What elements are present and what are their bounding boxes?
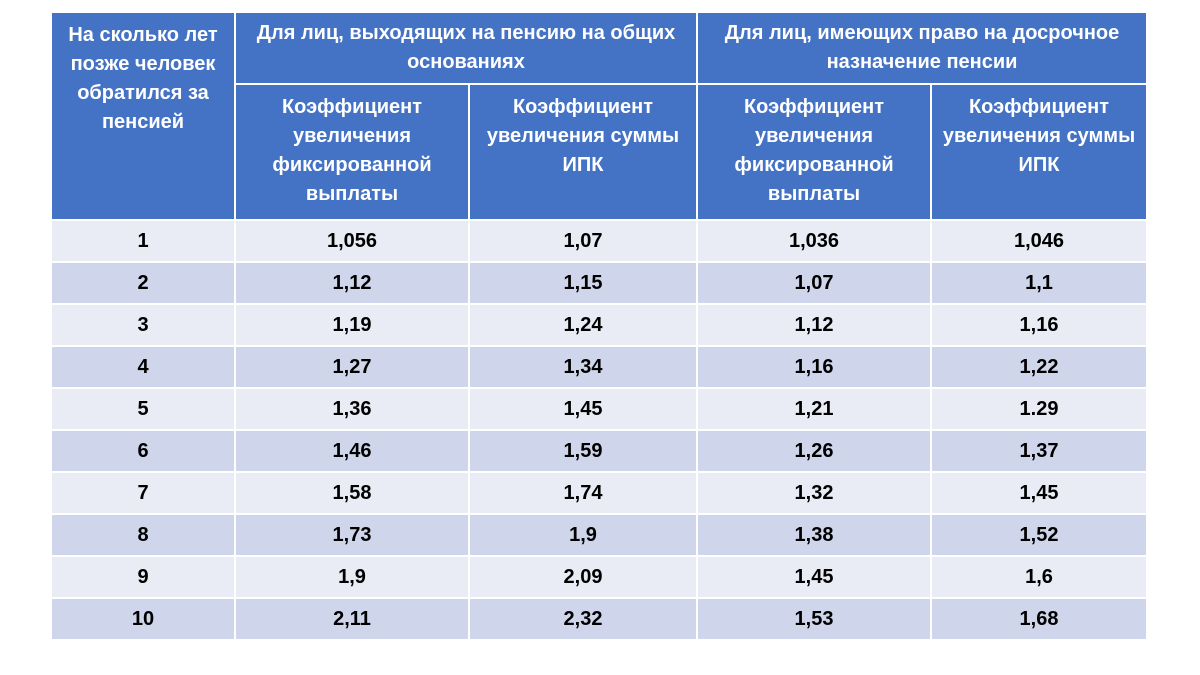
header-general-ipk-coef: Коэффициент увеличения суммы ИПК bbox=[467, 83, 699, 221]
cell-general-fixed-coef: 1,46 bbox=[234, 429, 470, 473]
cell-early-fixed-coef: 1,26 bbox=[696, 429, 933, 473]
pension-coefficients-table: На сколько лет позже человек обратился з… bbox=[50, 11, 1149, 641]
cell-early-fixed-coef: 1,07 bbox=[696, 261, 933, 305]
cell-general-fixed-coef: 1,9 bbox=[234, 555, 470, 599]
cell-general-fixed-coef: 1,73 bbox=[234, 513, 470, 557]
header-row-groups: На сколько лет позже человек обратился з… bbox=[50, 11, 1149, 221]
cell-general-fixed-coef: 1,27 bbox=[234, 345, 470, 389]
cell-early-fixed-coef: 1,32 bbox=[696, 471, 933, 515]
table-row: 7 1,58 1,74 1,32 1,45 bbox=[50, 471, 1149, 515]
cell-general-fixed-coef: 1,19 bbox=[234, 303, 470, 347]
cell-general-fixed-coef: 1,36 bbox=[234, 387, 470, 431]
cell-early-fixed-coef: 1,45 bbox=[696, 555, 933, 599]
cell-general-ipk-coef: 1,59 bbox=[467, 429, 699, 473]
cell-early-ipk-coef: 1,046 bbox=[930, 219, 1149, 263]
cell-early-ipk-coef: 1.29 bbox=[930, 387, 1149, 431]
table-row: 8 1,73 1,9 1,38 1,52 bbox=[50, 513, 1149, 557]
cell-early-ipk-coef: 1,37 bbox=[930, 429, 1149, 473]
header-early-ipk-coef: Коэффициент увеличения суммы ИПК bbox=[930, 83, 1149, 221]
table-row: 6 1,46 1,59 1,26 1,37 bbox=[50, 429, 1149, 473]
table-row: 4 1,27 1,34 1,16 1,22 bbox=[50, 345, 1149, 389]
cell-early-fixed-coef: 1,21 bbox=[696, 387, 933, 431]
cell-general-fixed-coef: 1,056 bbox=[234, 219, 470, 263]
table-row: 9 1,9 2,09 1,45 1,6 bbox=[50, 555, 1149, 599]
cell-general-ipk-coef: 1,24 bbox=[467, 303, 699, 347]
header-group-general: Для лиц, выходящих на пенсию на общих ос… bbox=[233, 11, 699, 85]
table-row: 3 1,19 1,24 1,12 1,16 bbox=[50, 303, 1149, 347]
header-general-fixed-coef: Коэффициент увеличения фиксированной вып… bbox=[234, 83, 470, 221]
cell-early-fixed-coef: 1,38 bbox=[696, 513, 933, 557]
cell-early-ipk-coef: 1,22 bbox=[930, 345, 1149, 389]
header-group-early: Для лиц, имеющих право на досрочное назн… bbox=[696, 11, 1149, 85]
cell-early-fixed-coef: 1,036 bbox=[696, 219, 933, 263]
cell-years-late: 6 bbox=[50, 429, 236, 473]
cell-years-late: 2 bbox=[50, 261, 236, 305]
cell-early-ipk-coef: 1,68 bbox=[930, 597, 1149, 641]
cell-early-ipk-coef: 1,16 bbox=[930, 303, 1149, 347]
cell-general-ipk-coef: 1,15 bbox=[467, 261, 699, 305]
cell-early-ipk-coef: 1,1 bbox=[930, 261, 1149, 305]
cell-years-late: 4 bbox=[50, 345, 236, 389]
header-years-late: На сколько лет позже человек обратился з… bbox=[50, 11, 236, 221]
cell-early-fixed-coef: 1,16 bbox=[696, 345, 933, 389]
cell-years-late: 1 bbox=[50, 219, 236, 263]
cell-years-late: 8 bbox=[50, 513, 236, 557]
table-body: 1 1,056 1,07 1,036 1,046 2 1,12 1,15 1,07 1,1 3 1,1… bbox=[50, 219, 1149, 641]
cell-years-late: 9 bbox=[50, 555, 236, 599]
cell-years-late: 3 bbox=[50, 303, 236, 347]
cell-years-late: 10 bbox=[50, 597, 236, 641]
cell-early-fixed-coef: 1,12 bbox=[696, 303, 933, 347]
table-row: 5 1,36 1,45 1,21 1.29 bbox=[50, 387, 1149, 431]
cell-early-ipk-coef: 1,52 bbox=[930, 513, 1149, 557]
cell-early-fixed-coef: 1,53 bbox=[696, 597, 933, 641]
table-row: 1 1,056 1,07 1,036 1,046 bbox=[50, 219, 1149, 263]
header-row-columns: Коэффициент увеличения фиксированной вып… bbox=[51, 83, 1149, 221]
cell-general-ipk-coef: 2,32 bbox=[467, 597, 699, 641]
cell-general-ipk-coef: 2,09 bbox=[467, 555, 699, 599]
cell-general-ipk-coef: 1,45 bbox=[467, 387, 699, 431]
cell-general-fixed-coef: 1,58 bbox=[234, 471, 470, 515]
cell-general-ipk-coef: 1,07 bbox=[467, 219, 699, 263]
cell-general-ipk-coef: 1,74 bbox=[467, 471, 699, 515]
cell-general-ipk-coef: 1,34 bbox=[467, 345, 699, 389]
table-row: 10 2,11 2,32 1,53 1,68 bbox=[50, 597, 1149, 641]
cell-early-ipk-coef: 1,45 bbox=[930, 471, 1149, 515]
table-row: 2 1,12 1,15 1,07 1,1 bbox=[50, 261, 1149, 305]
cell-general-ipk-coef: 1,9 bbox=[467, 513, 699, 557]
cell-early-ipk-coef: 1,6 bbox=[930, 555, 1149, 599]
cell-years-late: 7 bbox=[50, 471, 236, 515]
cell-general-fixed-coef: 2,11 bbox=[234, 597, 470, 641]
header-early-fixed-coef: Коэффициент увеличения фиксированной вып… bbox=[696, 83, 933, 221]
cell-general-fixed-coef: 1,12 bbox=[234, 261, 470, 305]
cell-years-late: 5 bbox=[50, 387, 236, 431]
